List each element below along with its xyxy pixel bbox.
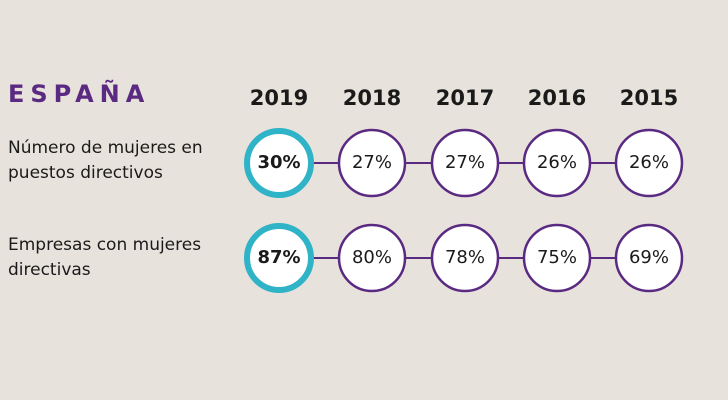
value-label: 27% xyxy=(351,152,392,173)
value-label: 27% xyxy=(444,152,485,173)
value-circle xyxy=(244,128,314,198)
value-circle xyxy=(522,128,592,198)
value-circle xyxy=(614,128,684,198)
value-label: 26% xyxy=(536,152,577,173)
value-circle xyxy=(430,223,500,293)
year-header: 2015 xyxy=(619,86,679,110)
value-label: 78% xyxy=(444,247,485,268)
value-label: 87% xyxy=(257,247,301,268)
year-header: 2019 xyxy=(249,86,309,110)
year-header: 2016 xyxy=(527,86,587,110)
value-circle xyxy=(337,128,407,198)
value-label: 26% xyxy=(628,152,669,173)
chart-title: ESPAÑA xyxy=(8,80,151,108)
year-header: 2017 xyxy=(435,86,495,110)
value-circle xyxy=(430,128,500,198)
value-circle xyxy=(522,223,592,293)
value-label: 75% xyxy=(536,247,577,268)
value-label: 69% xyxy=(628,247,669,268)
value-circle xyxy=(244,223,314,293)
year-header: 2018 xyxy=(342,86,402,110)
value-circle xyxy=(614,223,684,293)
value-circle xyxy=(337,223,407,293)
value-label: 30% xyxy=(257,152,301,173)
value-label: 80% xyxy=(351,247,392,268)
row-label-mujeres-puestos: Número de mujeres en puestos directivos xyxy=(8,138,203,183)
row-label-empresas: Empresas con mujeres directivas xyxy=(8,235,202,280)
